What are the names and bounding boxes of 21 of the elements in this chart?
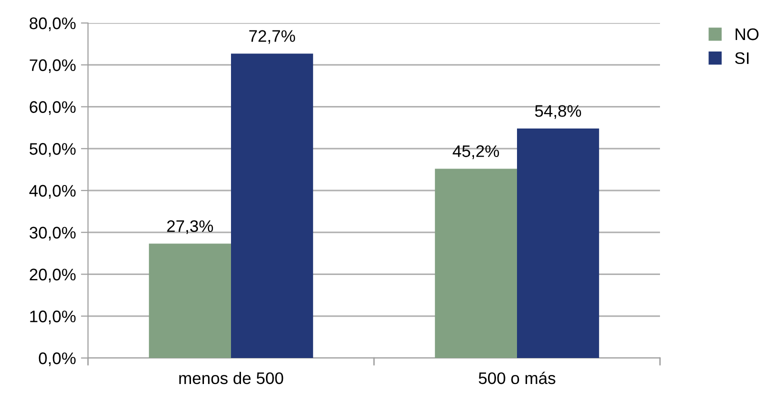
y-tick-label: 70,0% — [30, 59, 76, 74]
legend-label: NO — [736, 28, 759, 40]
x-tick-label: 500 o más — [478, 372, 556, 384]
legend-label: SI — [735, 52, 749, 64]
y-tick-label: 50,0% — [30, 143, 76, 157]
y-tick-label: 20,0% — [30, 268, 76, 282]
data-label: 27,3% — [167, 220, 213, 234]
data-label: 54,8% — [535, 105, 582, 119]
y-tick-label: 40,0% — [29, 184, 76, 199]
y-tick-label: 30,0% — [30, 226, 76, 241]
bar — [434, 168, 517, 358]
data-label: 72,7% — [249, 30, 296, 44]
bar — [148, 244, 231, 358]
bar — [231, 54, 314, 358]
y-tick-label: 60,0% — [30, 101, 76, 115]
data-label: 45,2% — [452, 145, 499, 160]
y-tick-label: 80,0% — [30, 17, 76, 32]
x-tick-label: menos de 500 — [179, 372, 284, 384]
bar — [517, 128, 600, 358]
y-tick-label: 10,0% — [30, 310, 76, 324]
y-tick-label: 0,0% — [38, 352, 76, 366]
